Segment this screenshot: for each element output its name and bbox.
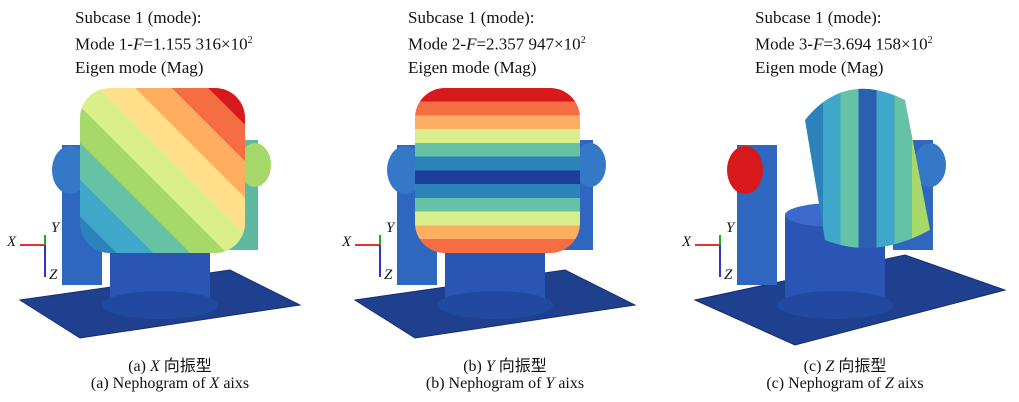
caption-cn: (c) Z 向振型: [675, 352, 1015, 376]
caption-en: (c) Nephogram of Z aixs: [675, 375, 1015, 393]
mode-value: =3.694 158×10: [823, 35, 927, 54]
caption-text: 向振型: [499, 358, 547, 375]
caption-suffix: aixs: [558, 375, 584, 392]
caption-prefix: (b) Nephogram of: [426, 375, 542, 392]
mode-value: =2.357 947×10: [476, 35, 580, 54]
caption-axis: Y: [545, 375, 554, 392]
caption-tag: (b): [463, 358, 482, 375]
result-type: Eigen mode (Mag): [408, 56, 586, 79]
caption-text: 向振型: [838, 358, 886, 375]
result-type: Eigen mode (Mag): [75, 56, 253, 79]
mode-prefix: Mode 3-: [755, 35, 813, 54]
mode-value: =1.155 316×10: [143, 35, 247, 54]
mode-exp: 2: [928, 35, 933, 46]
drum: [805, 89, 930, 248]
caption-text: 向振型: [164, 358, 212, 375]
caption-axis: X: [150, 358, 160, 375]
caption-axis: Y: [486, 358, 495, 375]
triad-y-label: Y: [726, 220, 734, 237]
caption-axis: Z: [885, 375, 894, 392]
caption-tag: (c): [804, 358, 822, 375]
caption-axis: Z: [825, 358, 834, 375]
triad-z-label: Z: [49, 267, 57, 284]
triad-x-label: X: [7, 234, 16, 251]
caption-cn: (a) X 向振型: [0, 352, 340, 376]
pedestal-foot: [437, 291, 553, 319]
caption-suffix: aixs: [898, 375, 924, 392]
mode-prefix: Mode 1-: [75, 35, 133, 54]
caption-prefix: (a) Nephogram of: [91, 375, 206, 392]
mode-exp: 2: [248, 35, 253, 46]
triad-y-label: Y: [51, 220, 59, 237]
caption-suffix: aixs: [223, 375, 249, 392]
mode-line: Mode 1-F=1.155 316×102: [75, 29, 253, 56]
caption-en: (b) Nephogram of Y aixs: [335, 375, 675, 393]
drum: [80, 88, 245, 253]
triad-y-label: Y: [386, 220, 394, 237]
caption-tag: (a): [128, 358, 146, 375]
trunnion-left: [727, 146, 763, 194]
triad-z-label: Z: [384, 267, 392, 284]
mode-var: F: [133, 35, 143, 54]
mode-line: Mode 2-F=2.357 947×102: [408, 29, 586, 56]
figure: XYZSubcase 1 (mode):Mode 1-F=1.155 316×1…: [0, 0, 1019, 402]
subcase: Subcase 1 (mode):: [755, 6, 933, 29]
caption-prefix: (c) Nephogram of: [766, 375, 881, 392]
result-type: Eigen mode (Mag): [755, 56, 933, 79]
triad-x-label: X: [342, 234, 351, 251]
caption-cn: (b) Y 向振型: [335, 352, 675, 376]
caption-en: (a) Nephogram of X aixs: [0, 375, 340, 393]
caption-axis: X: [210, 375, 220, 392]
triad-x-label: X: [682, 234, 691, 251]
mode-prefix: Mode 2-: [408, 35, 466, 54]
pedestal-foot: [777, 291, 893, 319]
drum: [415, 88, 580, 253]
mode-var: F: [813, 35, 823, 54]
mode-exp: 2: [581, 35, 586, 46]
subcase: Subcase 1 (mode):: [75, 6, 253, 29]
mode-line: Mode 3-F=3.694 158×102: [755, 29, 933, 56]
pedestal-foot: [102, 291, 218, 319]
mode-var: F: [466, 35, 476, 54]
triad-z-label: Z: [724, 267, 732, 284]
subcase: Subcase 1 (mode):: [408, 6, 586, 29]
